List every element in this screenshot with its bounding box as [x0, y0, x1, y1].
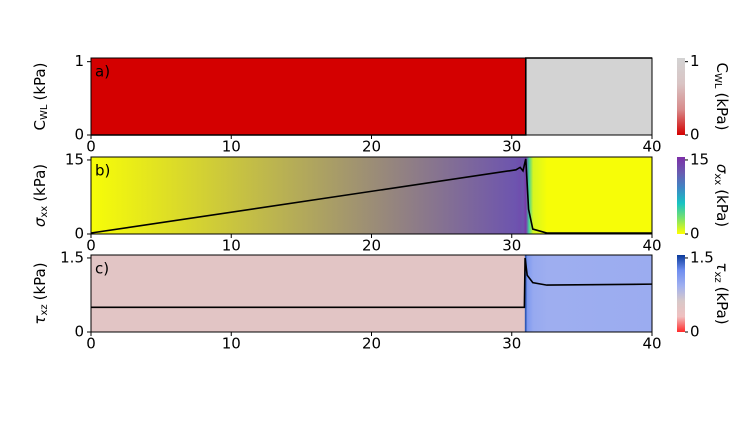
- x-tick-label: 40: [642, 335, 661, 353]
- label-subscript: xx: [712, 173, 723, 185]
- label-subscript: xz: [39, 304, 50, 315]
- label-unit: (kPa): [714, 189, 732, 227]
- x-tick-label: 20: [362, 335, 381, 353]
- x-tick-label: 20: [362, 237, 381, 255]
- field-strip: [528, 157, 534, 234]
- label-unit: (kPa): [31, 164, 49, 202]
- label-symbol: σ: [31, 217, 49, 227]
- label-unit: (kPa): [31, 63, 49, 101]
- colorbar: [677, 157, 685, 234]
- x-tick-label: 0: [86, 237, 96, 255]
- panel-label: a): [95, 63, 110, 81]
- colorbar-tick-label: 0: [690, 323, 700, 341]
- axis-label: σxx (kPa): [712, 164, 732, 227]
- colorbar-tick-label: 0: [690, 225, 700, 243]
- colorbar-tick-label: 0: [690, 126, 700, 144]
- x-tick-label: 0: [86, 335, 96, 353]
- x-tick-label: 10: [222, 237, 241, 255]
- label-symbol: σ: [714, 164, 732, 174]
- y-tick-label: 1: [74, 52, 84, 70]
- x-tick-label: 0: [86, 138, 96, 156]
- colorbar: [677, 58, 685, 135]
- axis-label: CWL (kPa): [712, 63, 732, 131]
- panel-label: c): [95, 260, 109, 278]
- label-subscript: xz: [712, 271, 723, 282]
- field-strip: [532, 255, 548, 332]
- x-tick-label: 10: [222, 138, 241, 156]
- field-strip: [91, 255, 525, 332]
- label-unit: (kPa): [714, 92, 732, 130]
- label-symbol: τ: [714, 262, 732, 272]
- label-subscript: WL: [39, 104, 50, 120]
- label-subscript: xx: [39, 206, 50, 218]
- axis-label: τxz (kPa): [31, 262, 51, 324]
- field-strip: [527, 255, 534, 332]
- x-tick-label: 10: [222, 335, 241, 353]
- field-strip: [532, 157, 548, 234]
- field-strip: [522, 157, 527, 234]
- colorbar-tick-label: 1.5: [690, 248, 714, 266]
- field-strip: [91, 58, 527, 135]
- field-strip: [515, 157, 521, 234]
- panel-label: b): [95, 162, 110, 180]
- axis-label: σxx (kPa): [31, 164, 51, 227]
- x-tick-label: 30: [502, 237, 521, 255]
- label-symbol: C: [31, 120, 49, 130]
- x-tick-label: 40: [642, 138, 661, 156]
- profile-line: [91, 257, 653, 309]
- label-unit: (kPa): [31, 262, 49, 300]
- colorbar: [677, 255, 685, 332]
- y-tick-label: 1.5: [60, 248, 84, 266]
- field-strip: [546, 255, 653, 332]
- axis-label: τxz (kPa): [712, 262, 732, 324]
- y-tick-label: 0: [74, 126, 84, 144]
- field-strip: [91, 157, 517, 234]
- profile-line: [90, 158, 652, 234]
- field-strip: [525, 255, 528, 332]
- field-strip: [546, 157, 653, 234]
- axis-label: CWL (kPa): [31, 63, 51, 131]
- colorbar-tick-label: 15: [690, 150, 709, 168]
- y-tick-label: 0: [74, 225, 84, 243]
- colorbar-tick-label: 1: [690, 52, 700, 70]
- field-strip: [520, 157, 524, 234]
- label-subscript: WL: [712, 73, 723, 89]
- label-symbol: τ: [31, 315, 49, 325]
- field-strip: [525, 58, 653, 135]
- x-tick-label: 30: [502, 335, 521, 353]
- y-tick-label: 0: [74, 323, 84, 341]
- y-tick-label: 15: [65, 150, 84, 168]
- x-tick-label: 40: [642, 237, 661, 255]
- x-tick-label: 20: [362, 138, 381, 156]
- x-tick-label: 30: [502, 138, 521, 156]
- label-unit: (kPa): [714, 287, 732, 325]
- label-symbol: C: [714, 63, 732, 73]
